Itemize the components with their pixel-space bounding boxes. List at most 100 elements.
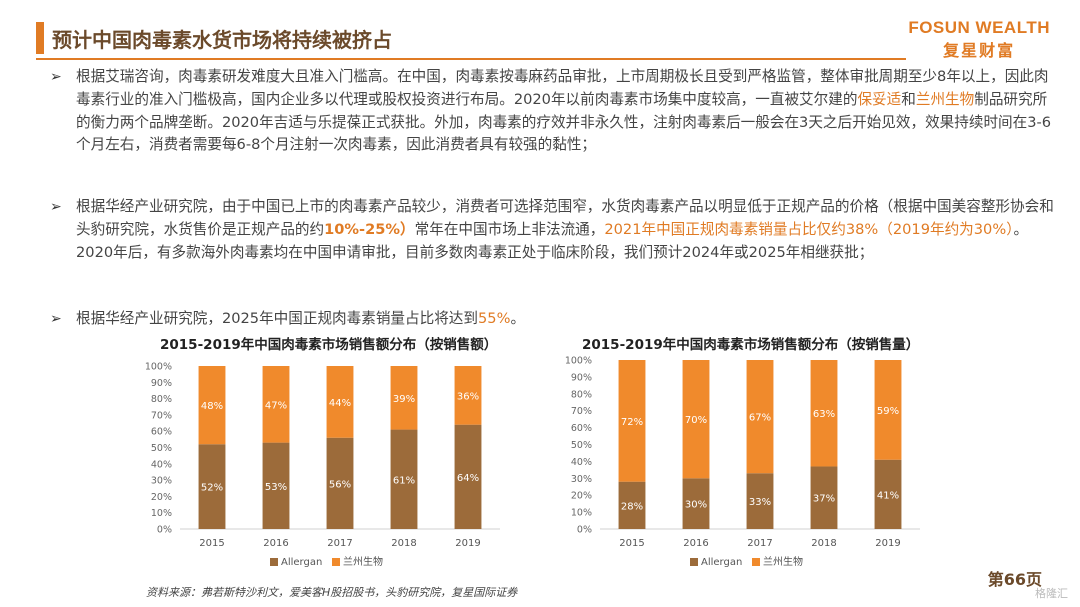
page-number: 第66页 — [987, 570, 1042, 589]
highlight-text: 2021年中国正规肉毒素销量占比仅约38%（2019年约为30%） — [604, 220, 1014, 238]
bar-segment-allergan — [810, 466, 838, 529]
bullet-text: 根据华经产业研究院，由于中国已上市的肉毒素产品较少，消费者可选择范围窄，水货肉毒… — [76, 198, 1054, 261]
title-divider — [36, 58, 906, 60]
data-label: 48% — [201, 401, 223, 412]
bar-segment-allergan — [198, 444, 226, 529]
y-tick-label: 90% — [151, 378, 172, 389]
y-tick-label: 80% — [571, 389, 592, 400]
bullet-text: 根据华经产业研究院，2025年中国正规肉毒素销量占比将达到55%。 — [76, 310, 525, 327]
y-tick-label: 0% — [157, 525, 172, 536]
bullet-arrow-icon: ➢ — [50, 199, 62, 215]
y-tick-label: 30% — [151, 476, 172, 487]
x-tick-label: 2016 — [683, 538, 708, 549]
y-tick-label: 80% — [151, 394, 172, 405]
x-tick-label: 2018 — [391, 538, 416, 549]
data-label: 63% — [813, 409, 835, 420]
legend-swatch — [270, 558, 278, 566]
bar-segment-lanzhou — [682, 360, 710, 479]
body-text: 常年在中国市场上非法流通， — [414, 220, 605, 238]
bullet-item: ➢ 根据华经产业研究院，2025年中国正规肉毒素销量占比将达到55%。 — [50, 308, 1060, 331]
bar-segment-lanzhou — [874, 360, 902, 460]
y-tick-label: 50% — [571, 440, 592, 451]
bar-segment-allergan — [326, 437, 354, 529]
data-label: 39% — [393, 394, 415, 405]
legend-swatch — [752, 558, 760, 566]
bar-segment-allergan — [746, 473, 774, 529]
y-tick-label: 70% — [571, 406, 592, 417]
data-label: 33% — [749, 497, 771, 508]
body-text: 和 — [901, 90, 916, 108]
data-label: 44% — [329, 398, 351, 409]
y-tick-label: 20% — [571, 491, 592, 502]
bar-segment-allergan — [874, 459, 902, 529]
watermark: 格隆汇 — [1035, 587, 1068, 600]
bar-segment-allergan — [262, 442, 290, 529]
highlight-text: 55% — [478, 310, 511, 327]
x-tick-label: 2019 — [875, 538, 900, 549]
data-label: 37% — [813, 494, 835, 505]
highlight-text: 兰州生物 — [915, 90, 975, 108]
y-tick-label: 10% — [571, 508, 592, 519]
y-tick-label: 70% — [151, 410, 172, 421]
legend-swatch — [690, 558, 698, 566]
bullet-list: ➢ 根据艾瑞咨询，肉毒素研发难度大且准入门槛高。在中国，肉毒素按毒麻药品审批，上… — [50, 66, 1060, 331]
y-tick-label: 90% — [571, 372, 592, 383]
chart-sales-value-svg: 0% 10% 20% 30% 40% 50% 60% 70% 80% 90% 100% 52% 48% 2… — [145, 362, 500, 568]
data-label: 70% — [685, 415, 707, 426]
y-tick-label: 20% — [151, 492, 172, 503]
bar-segment-allergan — [682, 478, 710, 529]
source-note: 资料来源：弗若斯特沙利文，爱美客H股招股书，头豹研究院，复星国际证券 — [146, 586, 518, 599]
title-accent-bar — [36, 22, 44, 54]
x-tick-label: 2017 — [327, 538, 352, 549]
bar-segment-allergan — [390, 429, 418, 529]
bullet-text: 根据艾瑞咨询，肉毒素研发难度大且准入门槛高。在中国，肉毒素按毒麻药品审批，上市周… — [76, 68, 1051, 153]
x-tick-label: 2015 — [619, 538, 644, 549]
data-label: 53% — [265, 482, 287, 493]
y-tick-label: 0% — [577, 525, 592, 536]
body-text: 。 — [510, 310, 526, 327]
bullet-arrow-icon: ➢ — [50, 69, 62, 85]
y-tick-label: 50% — [151, 443, 172, 454]
y-tick-label: 60% — [151, 427, 172, 438]
x-tick-label: 2016 — [263, 538, 288, 549]
legend-swatch — [332, 558, 340, 566]
bar-segment-allergan — [454, 424, 482, 529]
data-label: 56% — [329, 479, 351, 490]
bullet-item: ➢ 根据艾瑞咨询，肉毒素研发难度大且准入门槛高。在中国，肉毒素按毒麻药品审批，上… — [50, 66, 1060, 182]
brand-name-en: FOSUN WEALTH — [908, 18, 1050, 37]
bar-segment-lanzhou — [326, 366, 354, 438]
page-title: 预计中国肉毒素水货市场将持续被挤占 — [52, 28, 392, 52]
body-text: 制品研究所的衡力两个品牌垄断。2020年吉适与乐提葆正式获批。外加，肉毒素的疗效… — [76, 90, 1052, 154]
bar-segment-lanzhou — [618, 360, 646, 482]
legend-label: Allergan — [281, 557, 322, 568]
y-tick-label: 30% — [571, 474, 592, 485]
data-label: 47% — [265, 400, 287, 411]
highlight-text: 10%-25%） — [324, 220, 415, 238]
data-label: 41% — [877, 490, 899, 501]
bar-segment-lanzhou — [454, 366, 482, 425]
bar-segment-lanzhou — [810, 360, 838, 467]
data-label: 64% — [457, 473, 479, 484]
legend-label: Allergan — [701, 557, 742, 568]
bar-segment-lanzhou — [390, 366, 418, 430]
data-label: 72% — [621, 417, 643, 428]
data-label: 67% — [749, 413, 771, 424]
bar-segment-lanzhou — [198, 366, 226, 445]
bullet-arrow-icon: ➢ — [50, 311, 62, 327]
y-tick-label: 40% — [571, 457, 592, 468]
x-tick-label: 2018 — [811, 538, 836, 549]
y-tick-label: 100% — [145, 362, 172, 373]
body-text: 根据华经产业研究院，2025年中国正规肉毒素销量占比将达到 — [76, 310, 478, 327]
chart-title-sales-volume: 2015-2019年中国肉毒素市场销售额分布（按销售量） — [582, 337, 920, 353]
chart-sales-volume-svg: 0% 10% 20% 30% 40% 50% 60% 70% 80% 90% 100% 28% 72% 2… — [565, 356, 920, 568]
chart-sales-volume: 0% 10% 20% 30% 40% 50% 60% 70% 80% 90% 100% 28% 72% 2… — [560, 350, 940, 582]
data-label: 30% — [685, 500, 707, 511]
chart-title-sales-value: 2015-2019年中国肉毒素市场销售额分布（按销售额） — [160, 337, 498, 353]
data-label: 52% — [201, 483, 223, 494]
brand-name-cn: 复星财富 — [943, 41, 1016, 60]
bar-segment-lanzhou — [262, 366, 290, 443]
y-tick-label: 100% — [565, 356, 592, 367]
body-text: 。2020年后，有多款海外肉毒素均在中国申请审批，目前多数肉毒素正处于临床阶段，… — [76, 220, 1029, 261]
y-tick-label: 60% — [571, 423, 592, 434]
bar-segment-lanzhou — [746, 360, 774, 474]
